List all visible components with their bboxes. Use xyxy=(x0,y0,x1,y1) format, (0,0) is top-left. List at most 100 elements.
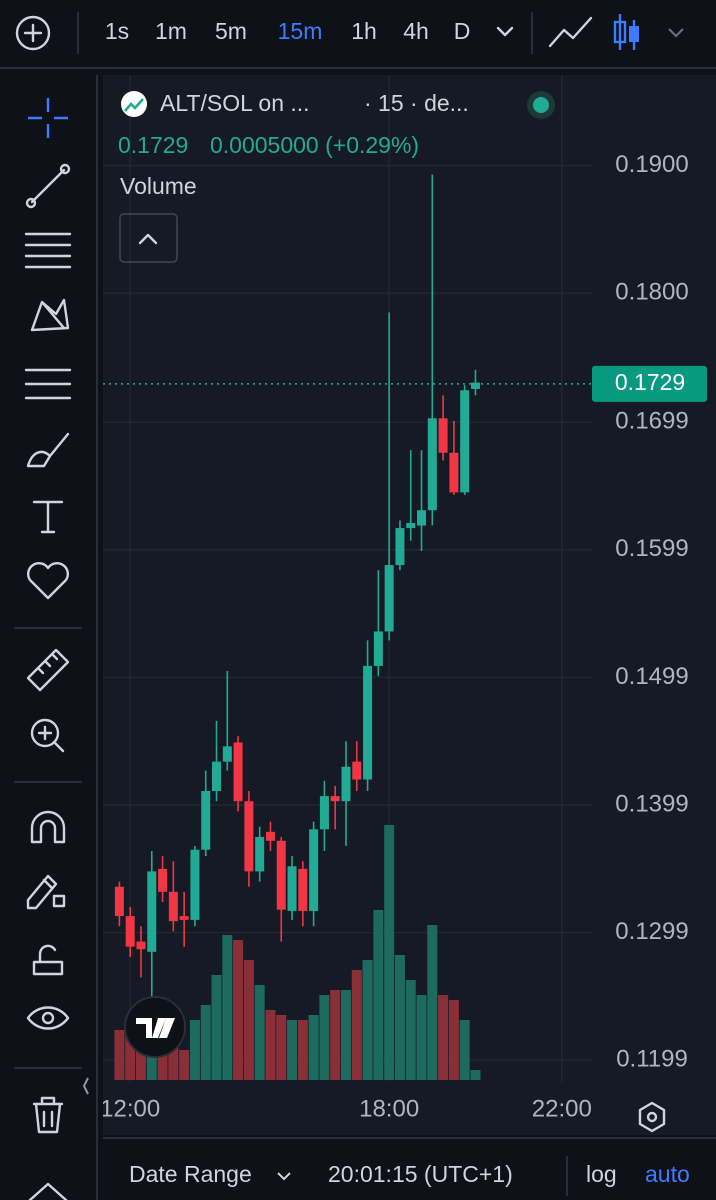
unlock-tool[interactable] xyxy=(32,944,64,976)
candle-body xyxy=(449,452,459,493)
chevron-up xyxy=(138,233,158,245)
prediction-tool[interactable] xyxy=(24,368,72,400)
price-change: 0.0005000 (+0.29%) xyxy=(210,132,419,158)
candle-body xyxy=(190,849,200,920)
zoom-icon xyxy=(37,725,65,753)
candle-body xyxy=(114,886,124,917)
text-tool[interactable] xyxy=(32,500,64,534)
interval-button[interactable]: 1s xyxy=(105,18,129,44)
candle-body xyxy=(460,390,470,493)
interval-button[interactable]: 5m xyxy=(215,18,247,44)
settings-button[interactable] xyxy=(638,1101,666,1133)
logo xyxy=(124,996,186,1058)
symbol-logo-icon xyxy=(124,98,144,112)
volume-bar xyxy=(319,995,330,1080)
add-button[interactable] xyxy=(15,15,51,51)
volume-bar xyxy=(340,990,351,1080)
volume-bar xyxy=(373,910,384,1080)
y-tick-label: 0.1800 xyxy=(615,279,688,306)
volume-bar xyxy=(384,825,395,1080)
auto-toggle[interactable]: auto xyxy=(645,1161,690,1187)
candle-body xyxy=(341,766,351,802)
y-tick-label: 0.1900 xyxy=(615,151,688,178)
interval-button[interactable]: 15m xyxy=(278,18,323,44)
collapse-legend[interactable] xyxy=(119,213,178,263)
volume-bar xyxy=(135,1040,146,1080)
volume-bar xyxy=(125,1025,136,1080)
chart-panel xyxy=(103,75,716,1135)
interval-menu[interactable] xyxy=(496,26,514,37)
volume-bar xyxy=(405,980,416,1080)
zoom-tool[interactable] xyxy=(30,718,60,748)
volume-bar xyxy=(222,935,233,1080)
lock-drawings-tool[interactable] xyxy=(26,874,66,910)
candle-body xyxy=(298,868,308,911)
volume-bar xyxy=(200,1005,211,1080)
log-toggle[interactable]: log xyxy=(586,1161,617,1187)
volume-bar xyxy=(351,970,362,1080)
interval-button[interactable]: 1m xyxy=(155,18,187,44)
candle-body xyxy=(427,418,437,511)
bottom-bar: Date Range 20:01:15 (UTC+1) log auto xyxy=(103,1137,716,1196)
x-tick-label: 18:00 xyxy=(359,1095,419,1122)
add-icon xyxy=(23,23,43,43)
candle-body xyxy=(309,829,319,911)
collapse-toolbar[interactable] xyxy=(82,1077,89,1095)
measure-tool[interactable] xyxy=(26,648,70,692)
candle-body xyxy=(179,916,189,920)
volume-bar xyxy=(254,985,265,1080)
volume-bar xyxy=(189,1020,200,1080)
left-toolbar xyxy=(14,98,89,1200)
candle-body xyxy=(136,941,146,950)
clock: 20:01:15 (UTC+1) xyxy=(328,1161,513,1187)
candle-style[interactable] xyxy=(613,14,639,50)
style-menu[interactable] xyxy=(668,28,684,38)
brush-tool[interactable] xyxy=(26,432,70,468)
candle-body xyxy=(222,746,232,762)
favorites-tool[interactable] xyxy=(27,561,69,600)
line-style[interactable] xyxy=(548,16,593,48)
y-tick-label: 0.1499 xyxy=(615,663,688,690)
tool-dot xyxy=(25,197,37,209)
fib-tool[interactable] xyxy=(24,232,72,269)
interval-button[interactable]: 1h xyxy=(351,18,377,44)
volume-bar xyxy=(114,1030,125,1080)
candle-body xyxy=(330,796,340,802)
volume-bar xyxy=(287,1020,298,1080)
study-name: Volume xyxy=(120,173,197,199)
candle-body xyxy=(201,791,211,850)
volume-bar xyxy=(470,1070,481,1080)
candle-body xyxy=(438,418,448,453)
trend-line-tool[interactable] xyxy=(30,168,66,204)
crosshair-tool[interactable] xyxy=(28,98,68,138)
candle-body xyxy=(470,382,480,389)
date-range[interactable]: Date Range xyxy=(129,1161,252,1187)
candle-body xyxy=(363,665,373,780)
volume-bar xyxy=(276,1015,287,1080)
candle-icon xyxy=(613,20,627,44)
volume-bar xyxy=(265,1010,276,1080)
logo-badge xyxy=(124,996,186,1058)
magnet-tool[interactable] xyxy=(30,810,66,844)
pattern-tool[interactable] xyxy=(30,298,70,332)
visibility-tool[interactable] xyxy=(26,1006,70,1030)
symbol-interval: · 15 · de... xyxy=(364,90,469,116)
volume-bar xyxy=(233,940,244,1080)
market-status-dot xyxy=(533,97,549,113)
delete-tool[interactable] xyxy=(32,1096,64,1134)
volume-bar xyxy=(308,1015,319,1080)
volume-bar xyxy=(427,925,438,1080)
more-tools[interactable] xyxy=(28,1182,68,1200)
interval-button[interactable]: 4h xyxy=(403,18,429,44)
candle-body xyxy=(158,868,168,892)
candle-body xyxy=(125,916,135,947)
volume-bar xyxy=(297,1020,308,1080)
volume-bar xyxy=(211,975,222,1080)
y-tick-label: 0.1199 xyxy=(616,1046,688,1073)
interval-button[interactable]: D xyxy=(454,18,471,44)
volume-bar xyxy=(438,995,449,1080)
date-range-menu[interactable] xyxy=(277,1172,291,1181)
candle-body xyxy=(373,631,383,666)
x-tick-label: 12:00 xyxy=(100,1095,160,1122)
